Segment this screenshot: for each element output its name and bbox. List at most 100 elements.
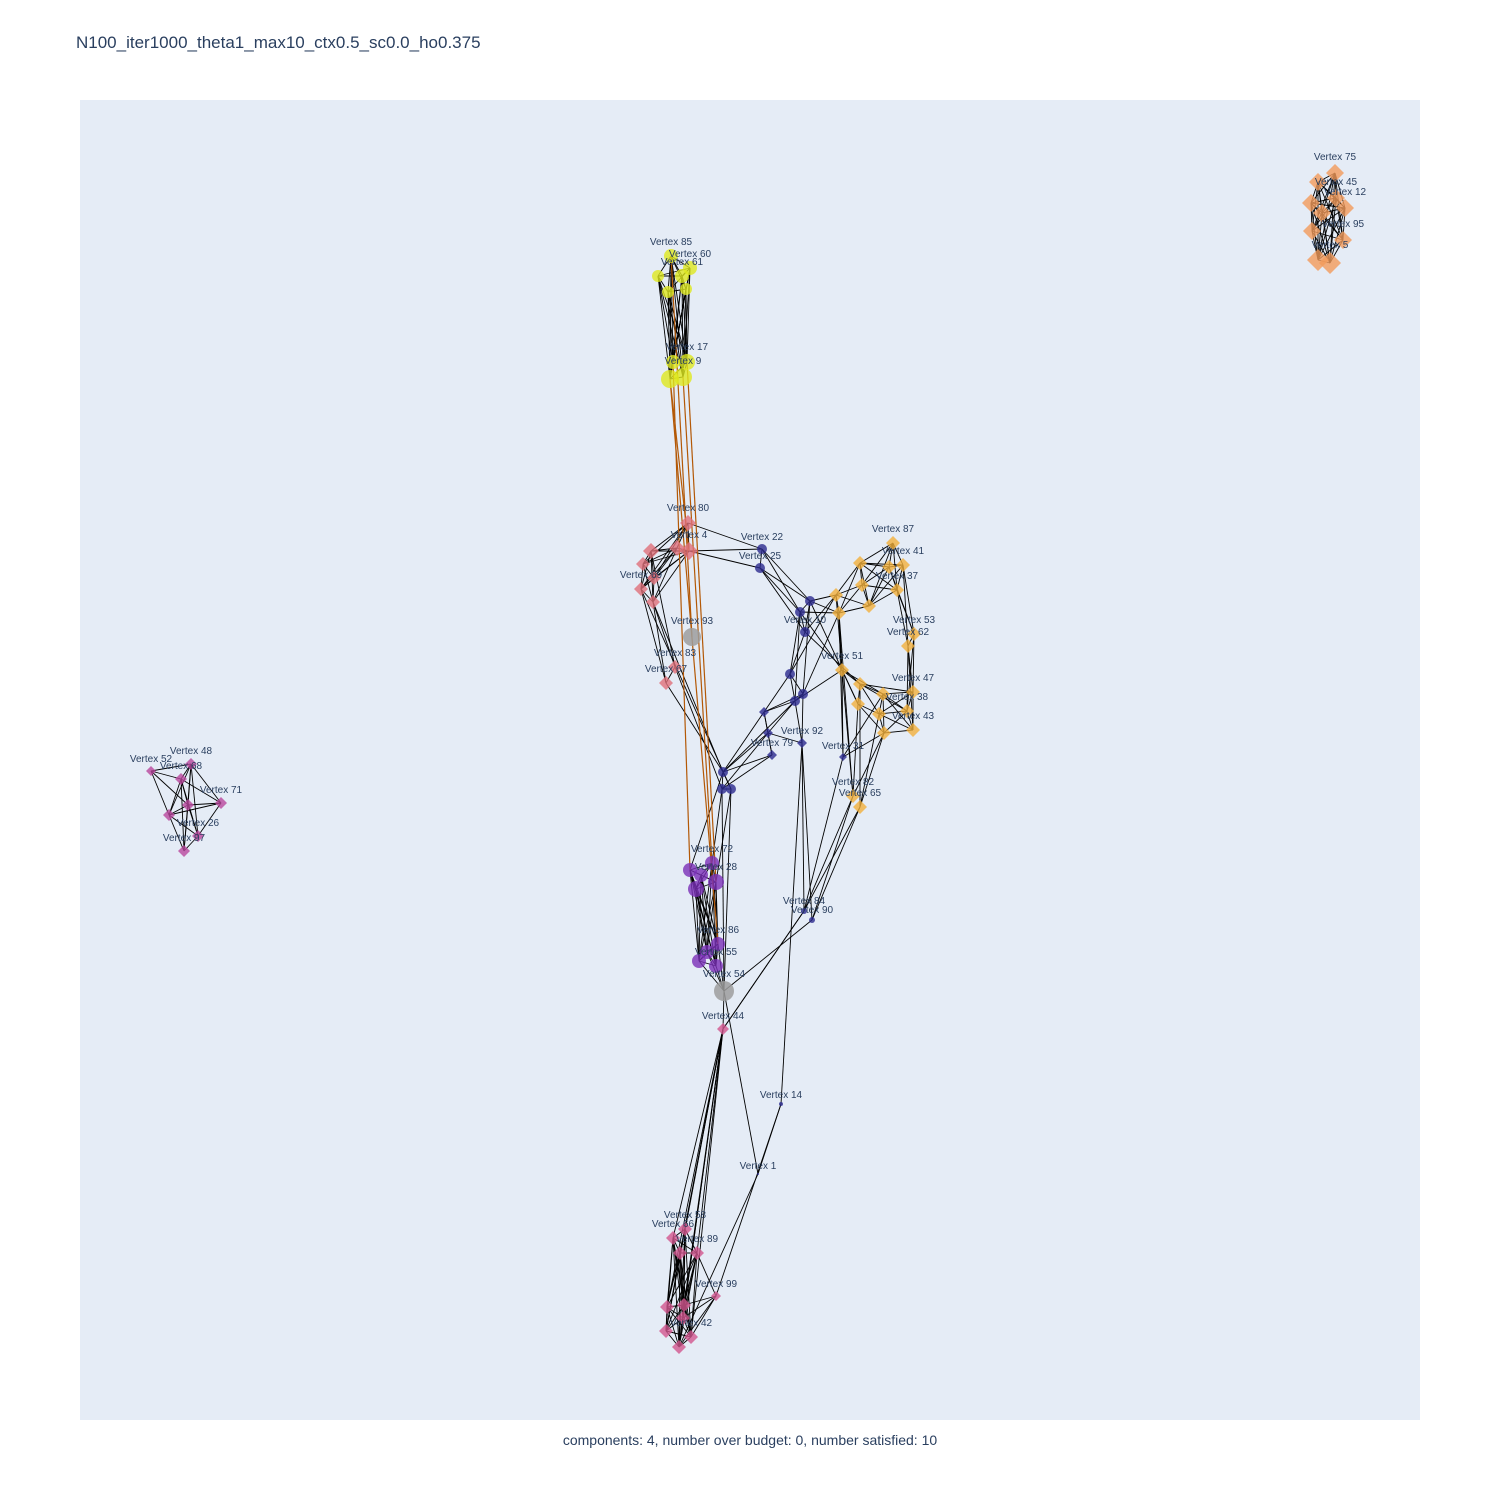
vertex-node[interactable] bbox=[659, 676, 673, 690]
vertex-node[interactable] bbox=[900, 704, 914, 718]
vertex-node[interactable] bbox=[711, 937, 725, 951]
vertex-node[interactable] bbox=[680, 283, 692, 295]
vertex-node[interactable] bbox=[688, 881, 704, 897]
vertex-node[interactable] bbox=[797, 738, 807, 748]
vertex-node[interactable] bbox=[646, 595, 660, 609]
vertex-node[interactable] bbox=[795, 607, 805, 617]
vertex-node[interactable] bbox=[853, 556, 867, 570]
vertex-node[interactable] bbox=[163, 809, 175, 821]
vertex-node[interactable] bbox=[666, 355, 680, 369]
vertex-node[interactable] bbox=[680, 542, 698, 560]
vertex-node[interactable] bbox=[839, 753, 847, 761]
vertex-node[interactable] bbox=[1319, 252, 1341, 274]
vertex-node[interactable] bbox=[718, 767, 728, 777]
vertex-node[interactable] bbox=[1309, 173, 1327, 191]
vertex-node[interactable] bbox=[759, 707, 769, 717]
vertex-node[interactable] bbox=[215, 797, 227, 809]
vertex-node[interactable] bbox=[709, 959, 723, 973]
vertex-node[interactable] bbox=[668, 660, 682, 674]
vertex-node[interactable] bbox=[684, 1330, 698, 1344]
vertex-node[interactable] bbox=[680, 515, 696, 531]
vertex-node[interactable] bbox=[798, 689, 808, 699]
vertex-node[interactable] bbox=[643, 543, 659, 559]
vertex-node[interactable] bbox=[705, 856, 719, 870]
vertex-node[interactable] bbox=[1313, 204, 1331, 222]
vertex-node[interactable] bbox=[829, 588, 843, 602]
vertex-node[interactable] bbox=[800, 627, 810, 637]
vertex-node[interactable] bbox=[659, 1324, 673, 1338]
vertex-node[interactable] bbox=[851, 697, 865, 711]
vertex-node[interactable] bbox=[785, 669, 795, 679]
vertex-node[interactable] bbox=[683, 628, 701, 646]
vertex-node[interactable] bbox=[835, 663, 849, 677]
vertex-node[interactable] bbox=[717, 784, 727, 794]
vertex-node[interactable] bbox=[146, 766, 156, 776]
vertex-node[interactable] bbox=[890, 583, 904, 597]
vertex-node[interactable] bbox=[673, 1246, 687, 1260]
vertex-node[interactable] bbox=[666, 1231, 680, 1245]
vertex-node[interactable] bbox=[675, 269, 689, 283]
vertex-node[interactable] bbox=[676, 1311, 690, 1325]
vertex-node[interactable] bbox=[185, 758, 197, 770]
vertex-node[interactable] bbox=[679, 354, 695, 370]
vertex-node[interactable] bbox=[1327, 189, 1345, 207]
vertex-node[interactable] bbox=[647, 571, 661, 585]
vertex-node[interactable] bbox=[907, 627, 921, 641]
vertex-node[interactable] bbox=[660, 1300, 674, 1314]
vertex-node[interactable] bbox=[717, 1023, 729, 1035]
vertex-node[interactable] bbox=[853, 677, 867, 691]
vertex-node[interactable] bbox=[700, 945, 714, 959]
vertex-node[interactable] bbox=[755, 563, 765, 573]
plot-area[interactable] bbox=[80, 100, 1420, 1420]
vertex-node[interactable] bbox=[182, 799, 194, 811]
vertex-node[interactable] bbox=[669, 540, 685, 556]
vertex-node[interactable] bbox=[662, 286, 674, 298]
vertex-node[interactable] bbox=[901, 639, 915, 653]
vertex-node[interactable] bbox=[862, 599, 876, 613]
vertex-node[interactable] bbox=[677, 1298, 691, 1312]
vertex-node[interactable] bbox=[726, 784, 736, 794]
vertex-node[interactable] bbox=[872, 707, 886, 721]
vertex-node[interactable] bbox=[1336, 199, 1354, 217]
vertex-node[interactable] bbox=[853, 800, 867, 814]
vertex-node[interactable] bbox=[906, 723, 920, 737]
vertex-node[interactable] bbox=[678, 1222, 692, 1236]
vertex-node[interactable] bbox=[175, 773, 187, 785]
vertex-node[interactable] bbox=[636, 557, 650, 571]
vertex-node[interactable] bbox=[708, 874, 724, 890]
vertex-node[interactable] bbox=[690, 1246, 704, 1260]
vertex-node[interactable] bbox=[809, 917, 815, 923]
vertex-node[interactable] bbox=[757, 544, 767, 554]
vertex-node[interactable] bbox=[1302, 194, 1320, 212]
vertex-node[interactable] bbox=[757, 1173, 759, 1175]
vertex-node[interactable] bbox=[1326, 164, 1344, 182]
vertex-node[interactable] bbox=[692, 954, 706, 968]
vertex-node[interactable] bbox=[694, 868, 708, 882]
vertex-node[interactable] bbox=[779, 1102, 783, 1106]
vertex-node[interactable] bbox=[896, 558, 910, 572]
vertex-node[interactable] bbox=[178, 845, 190, 857]
vertex-node[interactable] bbox=[763, 728, 773, 738]
vertex-node[interactable] bbox=[882, 560, 896, 574]
vertex-node[interactable] bbox=[652, 270, 664, 282]
vertex-node[interactable] bbox=[906, 685, 920, 699]
vertex-node[interactable] bbox=[672, 1340, 686, 1354]
vertex-node[interactable] bbox=[805, 596, 815, 606]
vertex-node[interactable] bbox=[790, 696, 800, 706]
vertex-node[interactable] bbox=[714, 981, 734, 1001]
vertex-node[interactable] bbox=[846, 789, 860, 803]
vertex-node[interactable] bbox=[855, 578, 869, 592]
vertex-node[interactable] bbox=[1303, 222, 1321, 240]
vertex-node[interactable] bbox=[877, 726, 891, 740]
vertex-node[interactable] bbox=[801, 908, 807, 914]
vertex-node[interactable] bbox=[767, 750, 777, 760]
vertex-node[interactable] bbox=[683, 863, 697, 877]
vertex-node[interactable] bbox=[661, 370, 679, 388]
vertex-node[interactable] bbox=[876, 687, 890, 701]
vertex-node[interactable] bbox=[832, 606, 846, 620]
vertex-node[interactable] bbox=[192, 830, 204, 842]
vertex-node[interactable] bbox=[1334, 231, 1352, 249]
vertex-node[interactable] bbox=[634, 582, 648, 596]
vertex-node[interactable] bbox=[711, 1291, 721, 1301]
vertex-node[interactable] bbox=[664, 249, 678, 263]
